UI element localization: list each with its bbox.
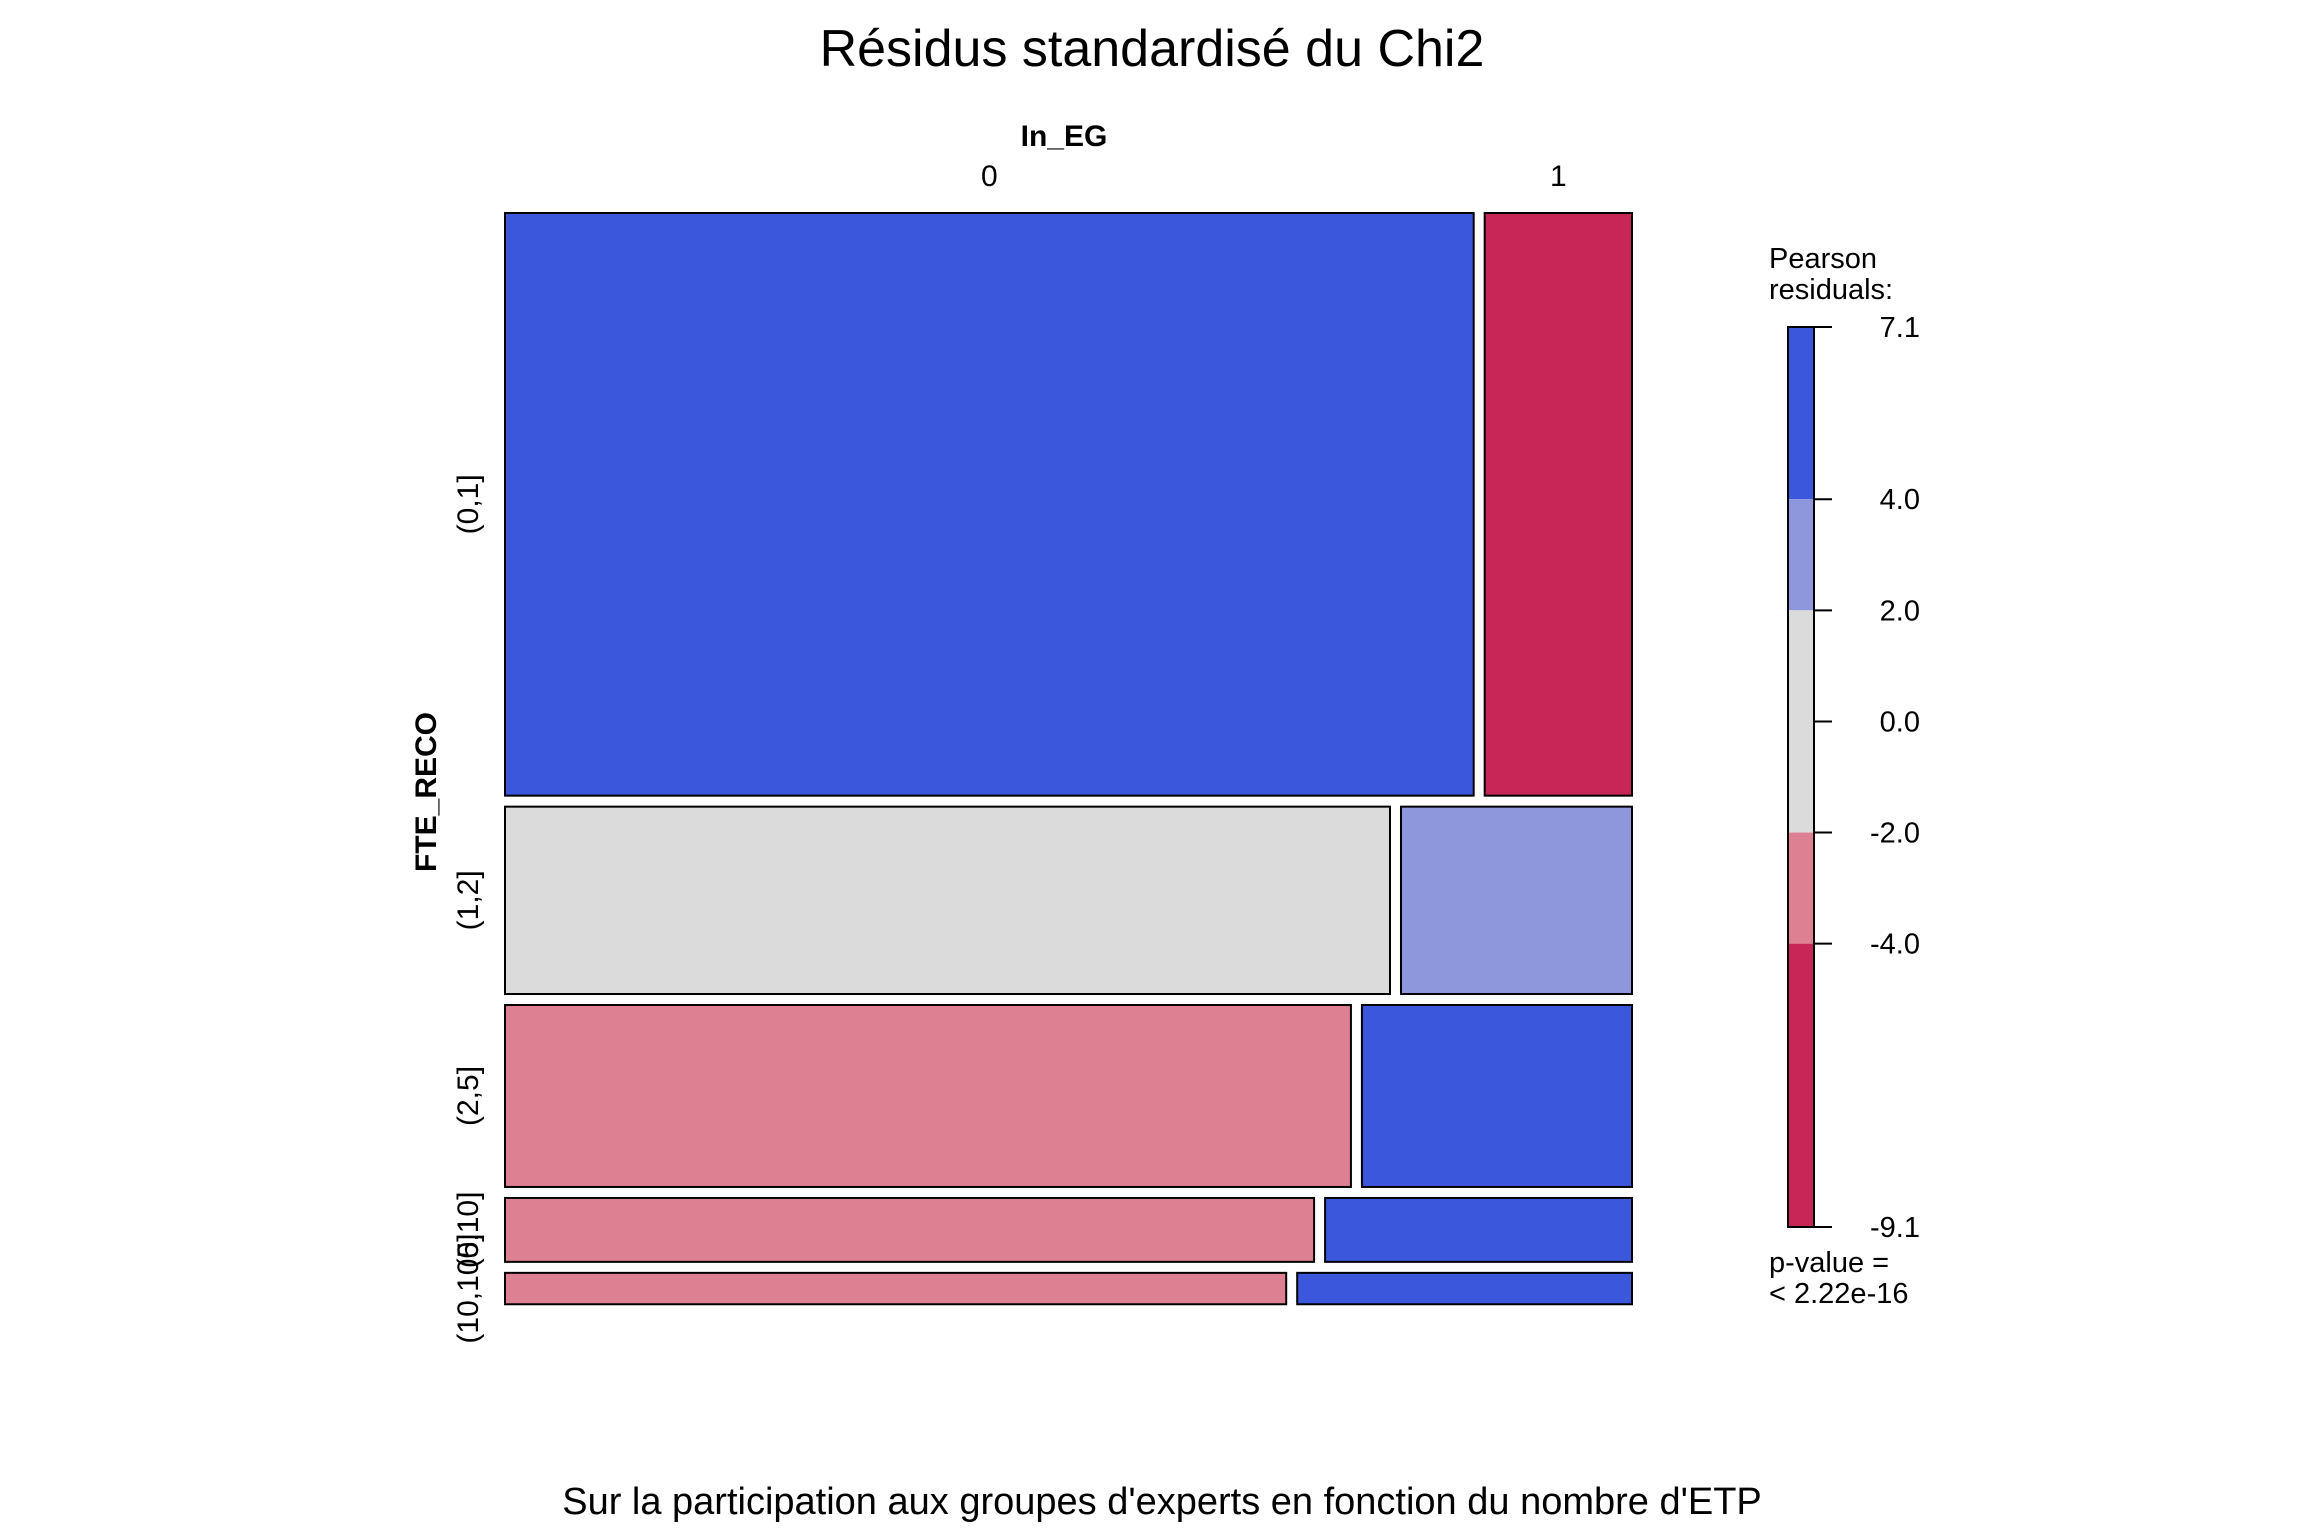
legend-bar-frame — [1787, 326, 1815, 1228]
legend-band — [1788, 943, 1814, 1227]
column-label: 0 — [981, 160, 998, 193]
legend-tick-label: 4.0 — [1880, 484, 1920, 516]
legend-tick-label: -9.1 — [1870, 1212, 1920, 1244]
tile-row1-col1 — [1399, 805, 1634, 996]
legend-band — [1788, 499, 1814, 611]
p-value-line2: < 2.22e-16 — [1769, 1278, 1908, 1310]
tile-row2-col0 — [504, 1004, 1352, 1188]
column-label: 1 — [1550, 160, 1567, 193]
legend-tick-label: -2.0 — [1870, 818, 1920, 850]
legend-tick-label: 7.1 — [1880, 312, 1920, 344]
tile-row0-col0 — [504, 212, 1475, 797]
legend-band — [1788, 327, 1814, 500]
row-label: (5,10] — [452, 1192, 485, 1269]
mosaic-tiles — [504, 212, 1634, 1306]
tile-row3-col1 — [1324, 1196, 1633, 1263]
tile-row4-col0 — [504, 1271, 1288, 1306]
legend-tick-label: 0.0 — [1880, 706, 1920, 738]
column-variable-label: In_EG — [1021, 120, 1108, 153]
residual-legend: Pearson residuals: 7.1 4.0 2.0 0.0 -2.0 -4.0 -… — [1769, 243, 1920, 1310]
chart-subtitle: Sur la participation aux groupes d'exper… — [562, 1481, 1762, 1523]
legend-tick-label: 2.0 — [1880, 595, 1920, 627]
legend-title-line1: Pearson — [1769, 243, 1877, 275]
tile-row3-col0 — [504, 1196, 1316, 1263]
legend-color-bar — [1787, 326, 1815, 1228]
chart-title: Résidus standardisé du Chi2 — [820, 20, 1485, 78]
row-variable-label: FTE_RECO — [410, 712, 443, 872]
legend-band — [1788, 832, 1814, 944]
legend-tick-label: -4.0 — [1870, 929, 1920, 961]
row-labels: (0,1] (1,2] (2,5] (5,10](10,100] — [452, 474, 485, 1343]
tile-row1-col0 — [504, 805, 1391, 996]
row-label: (10,100] — [452, 1234, 485, 1344]
row-label: (0,1] — [452, 474, 485, 534]
tile-row0-col1 — [1483, 212, 1633, 797]
tile-row2-col1 — [1360, 1004, 1633, 1188]
legend-ticks: 7.1 4.0 2.0 0.0 -2.0 -4.0 -9.1 — [1814, 312, 1920, 1244]
legend-title-line2: residuals: — [1769, 274, 1893, 306]
row-label: (1,2] — [452, 870, 485, 930]
p-value-line1: p-value = — [1769, 1247, 1889, 1279]
legend-band — [1788, 610, 1814, 833]
row-label: (2,5] — [452, 1066, 485, 1126]
tile-row4-col1 — [1296, 1271, 1633, 1306]
